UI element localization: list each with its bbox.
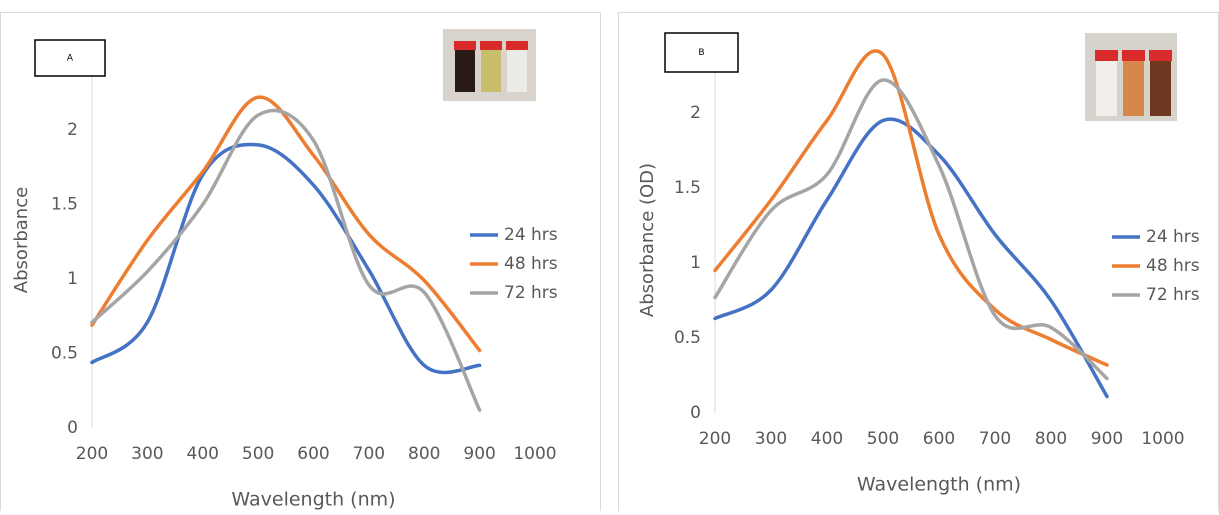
legend-label: 48 hrs <box>1146 256 1200 276</box>
title-box <box>664 32 739 73</box>
y-tick-label: 2 <box>67 120 78 140</box>
chart-title: A <box>67 54 74 64</box>
x-tick-label: 200 <box>699 429 731 449</box>
x-tick-label: 600 <box>923 429 955 449</box>
x-tick-label: 600 <box>297 444 329 464</box>
y-tick-label: 1.5 <box>674 178 701 198</box>
line-series <box>90 108 482 412</box>
y-axis-title: Absorbance <box>11 187 32 293</box>
line-series <box>713 49 1109 367</box>
x-tick-label: 400 <box>187 444 219 464</box>
x-tick-label: 1000 <box>513 444 556 464</box>
legend-label: 24 hrs <box>1146 227 1200 247</box>
x-tick-label: 900 <box>463 444 495 464</box>
legend-label: 24 hrs <box>504 225 558 245</box>
line-series <box>713 117 1109 399</box>
y-axis-title: Absorbance (OD) <box>637 163 658 317</box>
panel-border <box>0 12 601 515</box>
y-tick-label: 0.5 <box>674 328 701 348</box>
legend-label: 72 hrs <box>1146 285 1200 305</box>
legend-label: 72 hrs <box>504 283 558 303</box>
x-tick-label: 700 <box>979 429 1011 449</box>
x-axis-title: Wavelength (nm) <box>231 489 395 511</box>
x-tick-label: 500 <box>867 429 899 449</box>
y-tick-label: 0 <box>67 418 78 438</box>
line-series <box>90 142 482 375</box>
x-tick-label: 800 <box>1035 429 1067 449</box>
x-tick-label: 300 <box>131 444 163 464</box>
photo <box>1085 33 1177 121</box>
y-tick-label: 0.5 <box>51 344 78 364</box>
x-axis-title: Wavelength (nm) <box>857 474 1021 496</box>
line-series <box>90 95 482 353</box>
x-tick-label: 300 <box>755 429 787 449</box>
x-tick-label: 400 <box>811 429 843 449</box>
x-tick-label: 900 <box>1091 429 1123 449</box>
line-series <box>713 78 1109 381</box>
x-tick-label: 700 <box>353 444 385 464</box>
x-tick-label: 800 <box>408 444 440 464</box>
title-box <box>34 39 106 77</box>
x-tick-label: 500 <box>242 444 274 464</box>
y-tick-label: 0 <box>690 403 701 423</box>
x-tick-label: 200 <box>76 444 108 464</box>
photo <box>443 29 536 101</box>
y-tick-label: 1 <box>67 269 78 289</box>
legend-label: 48 hrs <box>504 254 558 274</box>
y-tick-label: 1.5 <box>51 195 78 215</box>
y-tick-label: 2 <box>690 103 701 123</box>
y-tick-label: 1 <box>690 253 701 273</box>
chart-title: B <box>698 48 704 58</box>
x-tick-label: 1000 <box>1141 429 1184 449</box>
